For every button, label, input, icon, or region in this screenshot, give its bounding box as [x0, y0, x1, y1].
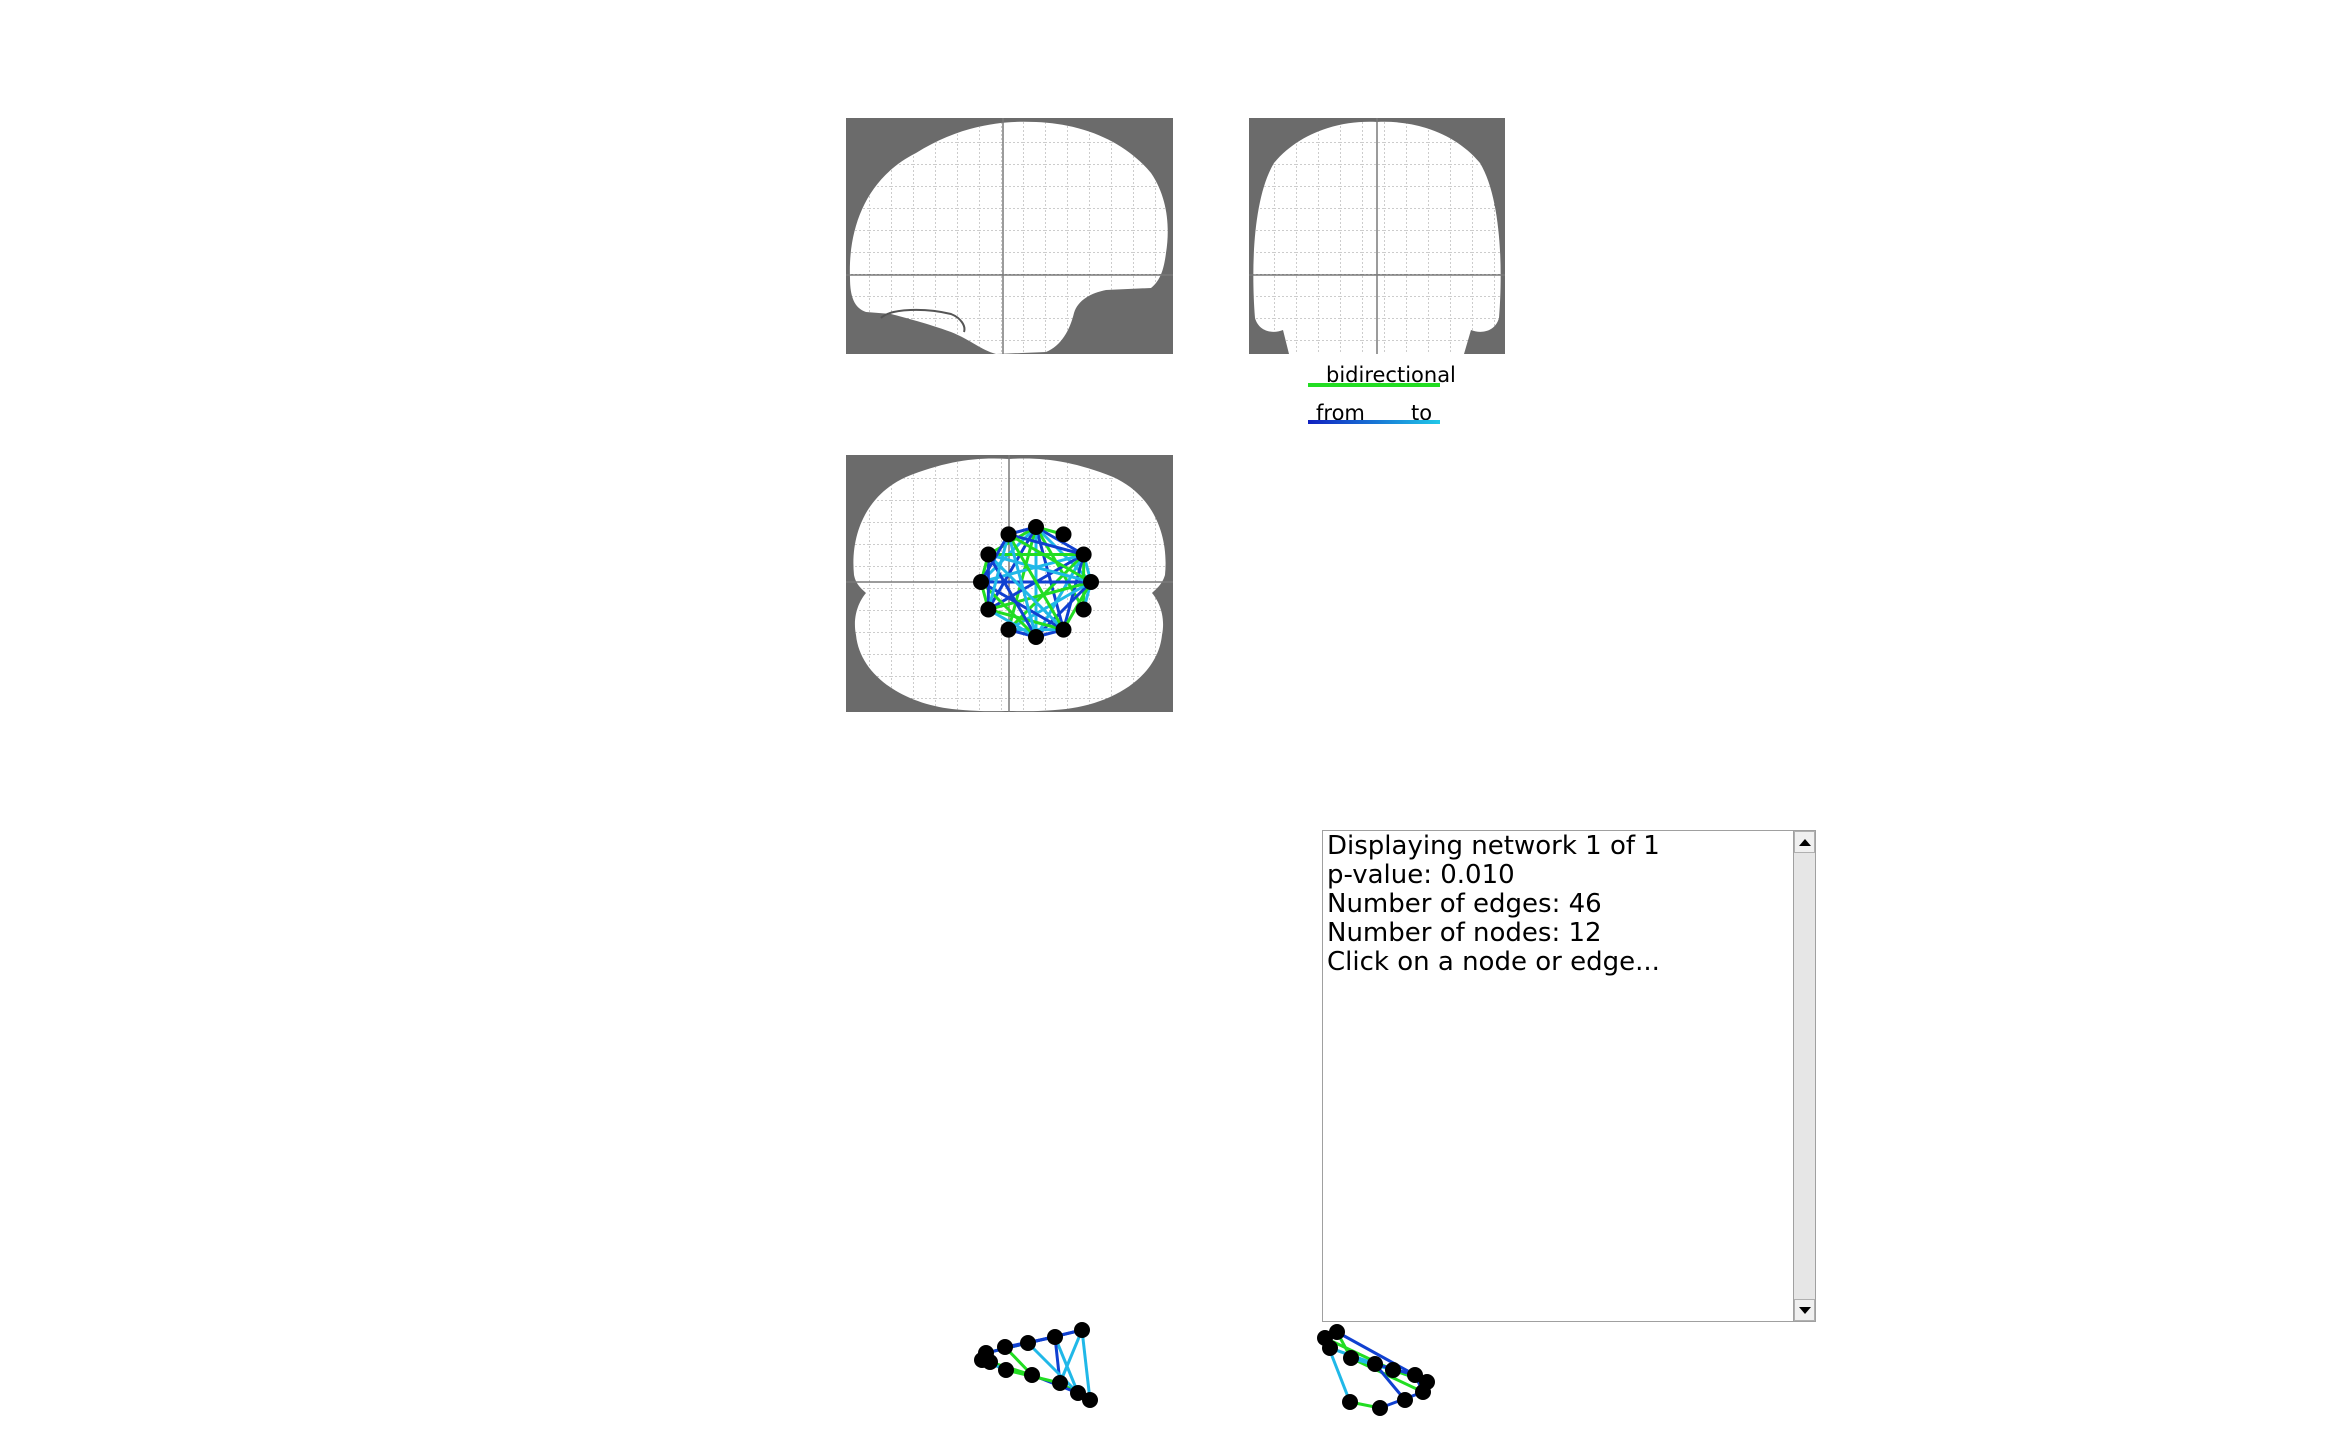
network-node[interactable] [1028, 519, 1044, 535]
glyph-node[interactable] [1329, 1324, 1345, 1340]
coronal-network-glyph[interactable] [1305, 1320, 1455, 1420]
network-node[interactable] [1028, 629, 1044, 645]
legend-from-label: from [1316, 401, 1365, 425]
cerebellum-outline [880, 308, 966, 333]
info-scrollbar[interactable] [1793, 831, 1815, 1321]
scroll-up-button[interactable] [1794, 831, 1815, 853]
network-edge [1007, 533, 1065, 631]
glyph-edge [1058, 1329, 1084, 1384]
info-line-nodes: Number of nodes: 12 [1327, 918, 1602, 948]
glyph-node[interactable] [1407, 1367, 1423, 1383]
info-line-instruction: Click on a node or edge... [1327, 947, 1660, 977]
network-node[interactable] [1055, 621, 1072, 638]
glyph-node[interactable] [1020, 1335, 1036, 1351]
info-line-network: Displaying network 1 of 1 [1327, 831, 1660, 861]
glyph-node[interactable] [1070, 1385, 1086, 1401]
arrow-up-icon [1798, 838, 1811, 846]
info-line-edges: Number of edges: 46 [1327, 889, 1602, 919]
legend-bidirectional-line [1308, 383, 1440, 387]
arrow-down-icon [1798, 1306, 1811, 1314]
network-node[interactable] [980, 546, 997, 563]
network-info-box[interactable]: Displaying network 1 of 1 p-value: 0.010… [1322, 830, 1816, 1322]
network-node[interactable] [1075, 601, 1092, 618]
glyph-node[interactable] [1322, 1340, 1338, 1356]
network-edge [979, 580, 1038, 639]
network-edge [1034, 580, 1093, 639]
scroll-down-button[interactable] [1794, 1299, 1815, 1321]
axial-view[interactable] [846, 455, 1173, 712]
network-node[interactable] [980, 601, 997, 618]
glyph-edge [1080, 1329, 1092, 1401]
glyph-node[interactable] [1415, 1384, 1431, 1400]
glyph-node[interactable] [1047, 1329, 1063, 1345]
legend-bidirectional-label: bidirectional [1326, 363, 1456, 387]
sagittal-network-glyph[interactable] [960, 1315, 1110, 1415]
network-node[interactable] [1000, 526, 1017, 543]
sagittal-view[interactable] [846, 118, 1173, 354]
glyph-edge [1026, 1341, 1080, 1395]
scroll-track[interactable] [1795, 853, 1814, 1299]
glyph-node[interactable] [1074, 1322, 1090, 1338]
glyph-node[interactable] [1385, 1362, 1401, 1378]
network-edge [987, 553, 1092, 584]
network-node[interactable] [1083, 574, 1099, 590]
glyph-node[interactable] [1367, 1356, 1383, 1372]
network-node[interactable] [1000, 621, 1017, 638]
glyph-node[interactable] [1024, 1367, 1040, 1383]
glyph-node[interactable] [1052, 1375, 1068, 1391]
network-edge [987, 553, 1038, 638]
info-line-pvalue: p-value: 0.010 [1327, 860, 1515, 890]
axial-network-nodes[interactable] [973, 519, 1099, 645]
glyph-node[interactable] [1343, 1350, 1359, 1366]
legend-to-label: to [1411, 401, 1433, 425]
glyph-node[interactable] [1342, 1394, 1358, 1410]
network-edge [1008, 532, 1085, 556]
network-info-text: Displaying network 1 of 1 p-value: 0.010… [1327, 832, 1793, 977]
network-node[interactable] [1055, 526, 1072, 543]
legend-direction-line [1308, 420, 1440, 424]
glyph-node[interactable] [1397, 1392, 1413, 1408]
glyph-node[interactable] [997, 1339, 1013, 1355]
glyph-node[interactable] [982, 1354, 998, 1370]
edge-legend: bidirectional from to [1300, 357, 1480, 427]
glyph-edge [1053, 1336, 1080, 1394]
glyph-edge [1336, 1330, 1416, 1377]
glyph-node[interactable] [1082, 1392, 1098, 1408]
glyph-node[interactable] [998, 1362, 1014, 1378]
network-edge [986, 533, 1010, 610]
network-node[interactable] [1075, 546, 1092, 563]
network-edge [1007, 533, 1038, 638]
network-edge [1007, 533, 1092, 584]
coronal-view[interactable] [1249, 118, 1505, 354]
network-node[interactable] [973, 574, 989, 590]
glyph-node[interactable] [1372, 1400, 1388, 1416]
